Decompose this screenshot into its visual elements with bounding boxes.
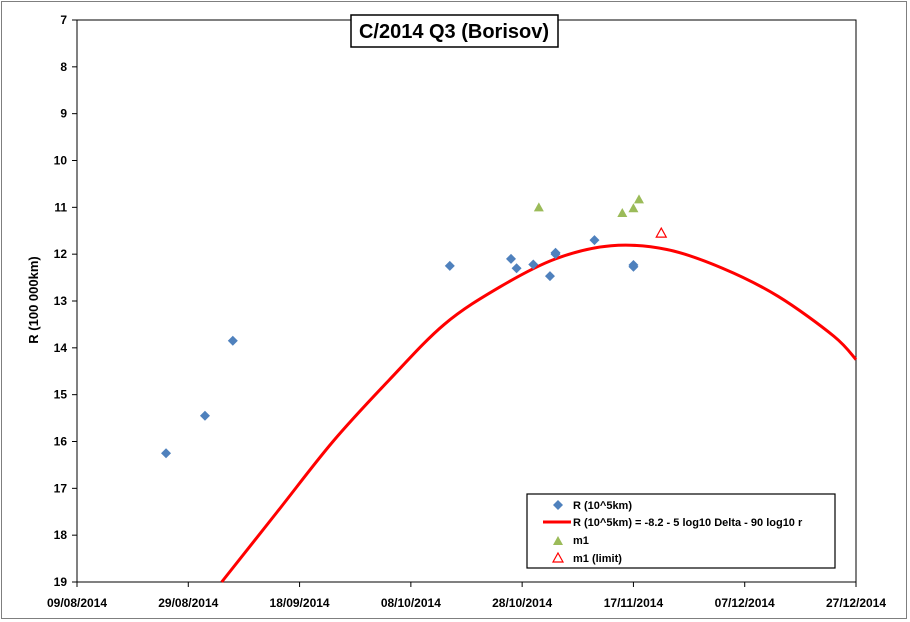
y-tick-label: 7	[60, 13, 67, 27]
r-data-point	[161, 448, 172, 459]
legend: R (10^5km) R (10^5km) = -8.2 - 5 log10 D…	[526, 493, 836, 569]
y-tick-label: 13	[54, 294, 68, 308]
y-tick-label: 17	[54, 481, 68, 495]
r-data-point	[628, 261, 639, 272]
y-tick-label: 8	[60, 60, 67, 74]
x-tick-label: 28/10/2014	[492, 596, 552, 610]
r-data-point	[528, 259, 539, 270]
y-tick-label: 18	[54, 528, 68, 542]
y-tick-label: 15	[54, 388, 68, 402]
r-data-point	[511, 263, 522, 274]
y-axis: 7 8 9 10 11 12 13 14 15 16 17 18 19	[54, 13, 77, 589]
data-marks	[161, 194, 858, 583]
r-data-point	[544, 271, 555, 282]
y-tick-label: 14	[54, 341, 68, 355]
y-tick-label: 19	[54, 575, 68, 589]
y-tick-label: 11	[54, 200, 67, 214]
legend-diamond-icon	[553, 500, 563, 510]
chart-title: C/2014 Q3 (Borisov)	[359, 21, 549, 43]
x-tick-label: 08/10/2014	[381, 596, 441, 610]
m1-data-point	[633, 194, 644, 204]
x-tick-label: 29/08/2014	[158, 596, 218, 610]
legend-triangle-icon	[553, 536, 563, 545]
m1-data-point	[617, 207, 628, 217]
legend-label-m1-limit: m1 (limit)	[573, 553, 622, 565]
r-data-point	[199, 410, 210, 421]
r-data-point	[506, 253, 517, 264]
r-data-point	[227, 335, 238, 346]
y-tick-label: 10	[54, 154, 68, 168]
m1-data-point	[533, 202, 544, 212]
legend-label-m1: m1	[573, 535, 589, 547]
chart-title-box: C/2014 Q3 (Borisov)	[350, 14, 559, 48]
m1-data-point	[628, 203, 639, 213]
x-tick-label: 09/08/2014	[47, 596, 107, 610]
legend-label-fit: R (10^5km) = -8.2 - 5 log10 Delta - 90 l…	[573, 517, 803, 529]
r-data-point	[444, 260, 455, 271]
x-tick-label: 17/11/2014	[604, 596, 664, 610]
y-tick-label: 16	[54, 435, 68, 449]
fit-curve-line	[220, 243, 858, 583]
plot-area	[76, 19, 857, 583]
m1-limit-data-point	[655, 226, 668, 238]
y-axis-label: R (100 000km)	[26, 256, 41, 343]
r-data-point	[589, 235, 600, 246]
y-tick-label: 12	[54, 247, 68, 261]
x-tick-label: 27/12/2014	[826, 596, 886, 610]
r-data-point	[550, 247, 561, 258]
x-tick-label: 07/12/2014	[715, 596, 775, 610]
legend-open-triangle-icon	[551, 551, 565, 563]
legend-label-r: R (10^5km)	[573, 500, 632, 512]
x-tick-label: 18/09/2014	[270, 596, 330, 610]
x-axis: 09/08/2014 29/08/2014 18/09/2014 08/10/2014…	[47, 582, 886, 610]
y-tick-label: 9	[60, 107, 67, 121]
plot-border	[76, 19, 857, 583]
